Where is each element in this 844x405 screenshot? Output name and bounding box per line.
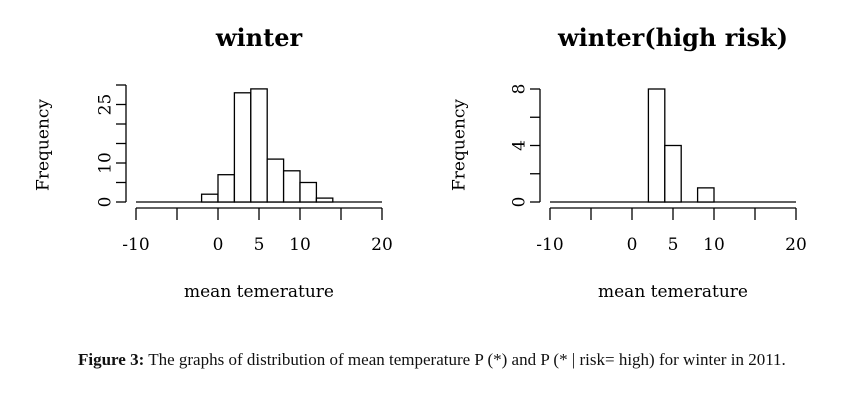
histogram-bar bbox=[233, 92, 252, 203]
histogram-bar bbox=[266, 158, 285, 203]
histogram-bar bbox=[200, 193, 219, 203]
y-tick-label: 10 bbox=[96, 152, 116, 174]
caption-label: Figure 3: bbox=[78, 350, 145, 369]
x-axis-label: mean temerature bbox=[598, 282, 748, 302]
histogram-bar bbox=[282, 170, 301, 203]
x-tick-label: 10 bbox=[289, 235, 311, 255]
y-tick-label: 8 bbox=[510, 84, 530, 95]
x-tick-label: 5 bbox=[254, 235, 265, 255]
chart-title: winter bbox=[215, 23, 303, 52]
histogram-bar bbox=[664, 144, 682, 203]
y-tick-label: 4 bbox=[510, 140, 530, 151]
x-tick-label: -10 bbox=[122, 235, 149, 255]
x-tick-label: -10 bbox=[536, 235, 563, 255]
chart-title: winter(high risk) bbox=[557, 23, 788, 52]
x-tick-label: 0 bbox=[213, 235, 224, 255]
histogram-bar bbox=[299, 181, 318, 203]
y-tick-label: 0 bbox=[96, 197, 116, 208]
y-tick-label: 25 bbox=[96, 94, 116, 116]
histogram-bar bbox=[647, 88, 666, 203]
x-tick-label: 10 bbox=[703, 235, 725, 255]
x-tick-label: 20 bbox=[785, 235, 807, 255]
histogram-bar bbox=[217, 174, 236, 203]
y-axis-label: Frequency bbox=[34, 99, 54, 191]
x-tick-label: 5 bbox=[668, 235, 679, 255]
x-tick-label: 20 bbox=[371, 235, 393, 255]
histogram-bar bbox=[696, 187, 715, 203]
y-tick-label: 0 bbox=[510, 197, 530, 208]
x-tick-label: 0 bbox=[627, 235, 638, 255]
caption-text: The graphs of distribution of mean tempe… bbox=[144, 350, 786, 369]
histogram-bar bbox=[315, 197, 334, 203]
figure-caption: Figure 3: The graphs of distribution of … bbox=[78, 349, 818, 371]
histogram-bar bbox=[250, 88, 268, 203]
x-axis-label: mean temerature bbox=[184, 282, 334, 302]
y-axis-label: Frequency bbox=[450, 99, 470, 191]
